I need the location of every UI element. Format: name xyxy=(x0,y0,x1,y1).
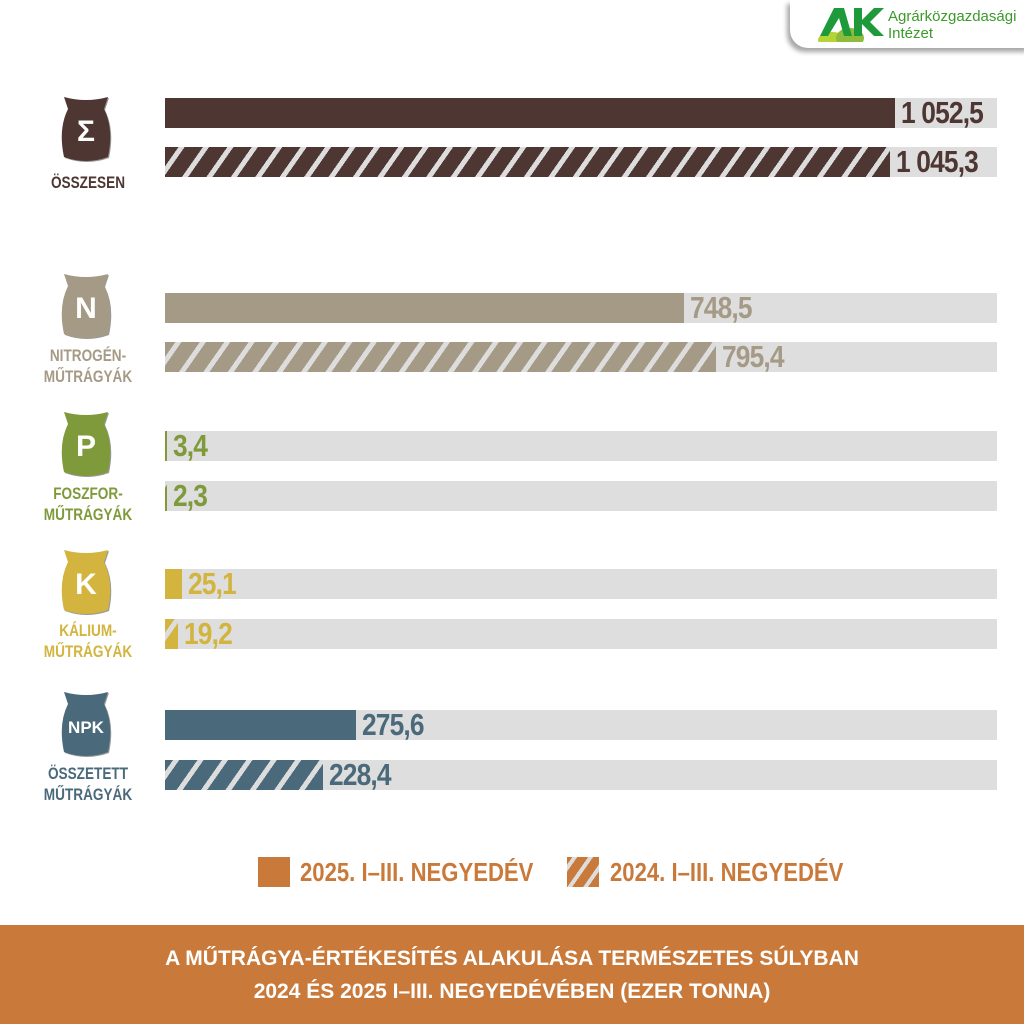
legend-solid-swatch xyxy=(258,857,290,887)
title-line-1: A MŰTRÁGYA-ÉRTÉKESÍTÉS ALAKULÁSA TERMÉSZ… xyxy=(165,947,859,970)
legend-solid-label: 2025. I–III. NEGYEDÉV xyxy=(300,857,534,887)
bar-track: 25,1 xyxy=(165,566,997,601)
aki-logo-mark xyxy=(818,8,884,42)
bar-2024 xyxy=(165,147,890,177)
sack-icon: N xyxy=(56,272,116,340)
value-label: 25,1 xyxy=(188,566,237,601)
category-label: NITROGÉN- MŰTRÁGYÁK xyxy=(8,345,168,387)
category-label: FOSZFOR- MŰTRÁGYÁK xyxy=(8,483,168,525)
bar-2025 xyxy=(165,293,684,323)
sack-symbol: NPK xyxy=(68,718,105,737)
sack-icon: P xyxy=(56,410,116,478)
bar-track: 748,5 xyxy=(165,290,997,325)
sack-icon: NPK xyxy=(56,690,116,758)
bar-2025 xyxy=(165,431,168,461)
bar-track: 1 052,5 xyxy=(165,95,997,130)
bar-2025 xyxy=(165,569,183,599)
sack-symbol: Σ xyxy=(77,115,95,148)
category-label-line: MŰTRÁGYÁK xyxy=(43,505,133,524)
bar-track: 2,3 xyxy=(165,478,997,513)
category-label-line: MŰTRÁGYÁK xyxy=(43,785,133,804)
value-label: 228,4 xyxy=(329,757,392,792)
bar-2024 xyxy=(165,342,717,372)
logo-text: Agrárközgazdasági Intézet xyxy=(888,8,1016,42)
bar-2024 xyxy=(165,760,324,790)
bar-track: 1 045,3 xyxy=(165,144,997,179)
sack-symbol: N xyxy=(75,292,97,325)
value-label: 795,4 xyxy=(722,339,785,374)
category-label: ÖSSZETETT MŰTRÁGYÁK xyxy=(8,763,168,805)
aki-logo: Agrárközgazdasági Intézet xyxy=(790,0,1024,48)
bar-track: 795,4 xyxy=(165,339,997,374)
value-label: 3,4 xyxy=(173,428,208,463)
sack-symbol: P xyxy=(76,430,96,463)
sack-symbol: K xyxy=(75,568,97,601)
value-label: 19,2 xyxy=(184,616,233,651)
chart-title: A MŰTRÁGYA-ÉRTÉKESÍTÉS ALAKULÁSA TERMÉSZ… xyxy=(0,925,1024,1024)
logo-line1: Agrárközgazdasági xyxy=(888,8,1017,25)
category-label: KÁLIUM- MŰTRÁGYÁK xyxy=(8,620,168,662)
value-label: 2,3 xyxy=(173,478,208,513)
bar-2024 xyxy=(165,619,179,649)
bar-track: 275,6 xyxy=(165,707,997,742)
title-line-2: 2024 ÉS 2025 I–III. NEGYEDÉVÉBEN (EZER T… xyxy=(253,980,771,1003)
category-label-line: MŰTRÁGYÁK xyxy=(43,642,133,661)
category-label: ÖSSZESEN xyxy=(8,172,168,193)
bar-track: 3,4 xyxy=(165,428,997,463)
category-label-line: ÖSSZESEN xyxy=(50,173,126,192)
logo-line2: Intézet xyxy=(888,25,934,42)
value-label: 748,5 xyxy=(689,290,753,325)
category-label-line: NITROGÉN- xyxy=(49,346,127,365)
value-label: 1 045,3 xyxy=(895,144,979,179)
category-label-line: FOSZFOR- xyxy=(53,484,123,503)
legend-striped-label: 2024. I–III. NEGYEDÉV xyxy=(610,857,844,887)
value-label: 275,6 xyxy=(362,707,425,742)
sack-icon: Σ xyxy=(56,95,116,163)
bar-2024 xyxy=(165,481,167,511)
legend-striped-swatch xyxy=(567,857,599,887)
bar-2025 xyxy=(165,710,357,740)
bar-track: 228,4 xyxy=(165,757,997,792)
category-label-line: KÁLIUM- xyxy=(59,621,117,640)
category-label-line: ÖSSZETETT xyxy=(47,764,129,783)
sack-icon: K xyxy=(56,548,116,616)
value-label: 1 052,5 xyxy=(900,95,984,130)
bar-2025 xyxy=(165,98,895,128)
category-label-line: MŰTRÁGYÁK xyxy=(43,367,133,386)
bar-track: 19,2 xyxy=(165,616,997,651)
